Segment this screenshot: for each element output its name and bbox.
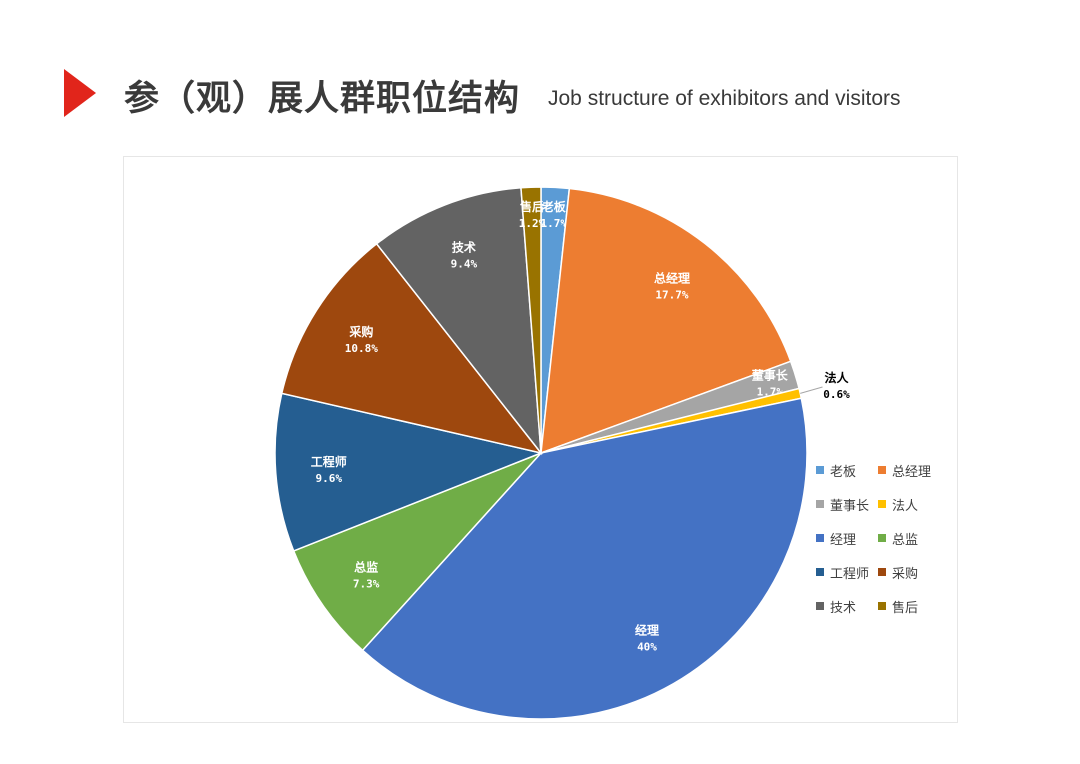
legend-item-2: 董事长 [816, 497, 878, 514]
pie-slice-4 [361, 397, 808, 720]
slice-name-label: 法人 [825, 370, 850, 385]
slice-name-label: 售后 [520, 199, 544, 214]
legend-label: 董事长 [830, 498, 870, 514]
slice-value-label: 1.2% [519, 217, 546, 230]
slice-value-label: 0.6% [823, 388, 850, 401]
slice-value-label: 9.4% [451, 258, 478, 271]
legend-swatch [878, 602, 886, 610]
legend-item-7: 采购 [878, 565, 940, 582]
slice-name-label: 董事长 [752, 368, 789, 383]
slice-name-label: 技术 [452, 240, 476, 255]
legend-item-1: 总经理 [878, 463, 940, 480]
chart-legend: 老板 总经理董事长 法人经理 总监工程师 采购技术 售后 [816, 463, 940, 616]
legend-swatch [878, 534, 886, 542]
legend-item-3: 法人 [878, 497, 940, 514]
pie-chart: 老板1.7%总经理17.7%董事长1.7%法人0.6%经理40%总监7.3%工程… [274, 186, 850, 720]
page-subtitle: Job structure of exhibitors and visitors [548, 87, 901, 110]
legend-label: 采购 [892, 566, 919, 582]
pie-slice-7 [280, 242, 543, 455]
legend-item-6: 工程师 [816, 565, 878, 582]
legend-item-0: 老板 [816, 463, 878, 480]
legend-label: 法人 [892, 498, 919, 514]
legend-swatch [878, 466, 886, 474]
slice-name-label: 总监 [354, 559, 378, 574]
slice-value-label: 9.6% [316, 472, 343, 485]
legend-swatch [878, 568, 886, 576]
legend-item-8: 技术 [816, 599, 878, 616]
legend-swatch [816, 500, 824, 508]
pie-slice-9 [520, 186, 542, 454]
legend-swatch [816, 534, 824, 542]
legend-label: 售后 [892, 600, 919, 616]
leader-line [800, 386, 823, 394]
slice-name-label: 总经理 [654, 270, 690, 285]
slice-value-label: 10.8% [345, 342, 378, 355]
slice-value-label: 7.3% [353, 577, 380, 590]
page-header: 参（观）展人群职位结构 Job structure of exhibitors … [0, 0, 1080, 130]
slice-value-label: 40% [637, 641, 657, 654]
legend-swatch [816, 568, 824, 576]
pie-slice-5 [292, 452, 542, 652]
play-triangle-icon [64, 69, 96, 117]
legend-swatch [816, 466, 824, 474]
legend-label: 总监 [892, 532, 919, 548]
legend-item-5: 总监 [878, 531, 940, 548]
pie-slice-1 [540, 187, 792, 455]
slice-name-label: 采购 [348, 324, 373, 339]
legend-item-4: 经理 [816, 531, 878, 548]
slice-value-label: 17.7% [655, 288, 688, 301]
slice-name-label: 老板 [542, 199, 567, 214]
slice-name-label: 经理 [635, 623, 659, 638]
legend-label: 技术 [830, 600, 857, 616]
legend-swatch [816, 602, 824, 610]
legend-item-9: 售后 [878, 599, 940, 616]
slice-value-label: 1.7% [541, 217, 568, 230]
legend-label: 总经理 [892, 464, 932, 480]
page-title: 参（观）展人群职位结构 [124, 79, 521, 119]
chart-panel: 老板 1.7% 总经理 17.7% 董事长 1.7% 法人 0.6% 经理 40% 总监 7.3% 工程… [123, 156, 958, 723]
legend-swatch [878, 500, 886, 508]
pie-slice-8 [375, 186, 542, 456]
slice-name-label: 工程师 [311, 454, 347, 469]
legend-label: 老板 [830, 464, 857, 480]
pie-slice-6 [274, 392, 544, 552]
legend-label: 经理 [830, 532, 857, 548]
legend-label: 工程师 [830, 566, 870, 582]
